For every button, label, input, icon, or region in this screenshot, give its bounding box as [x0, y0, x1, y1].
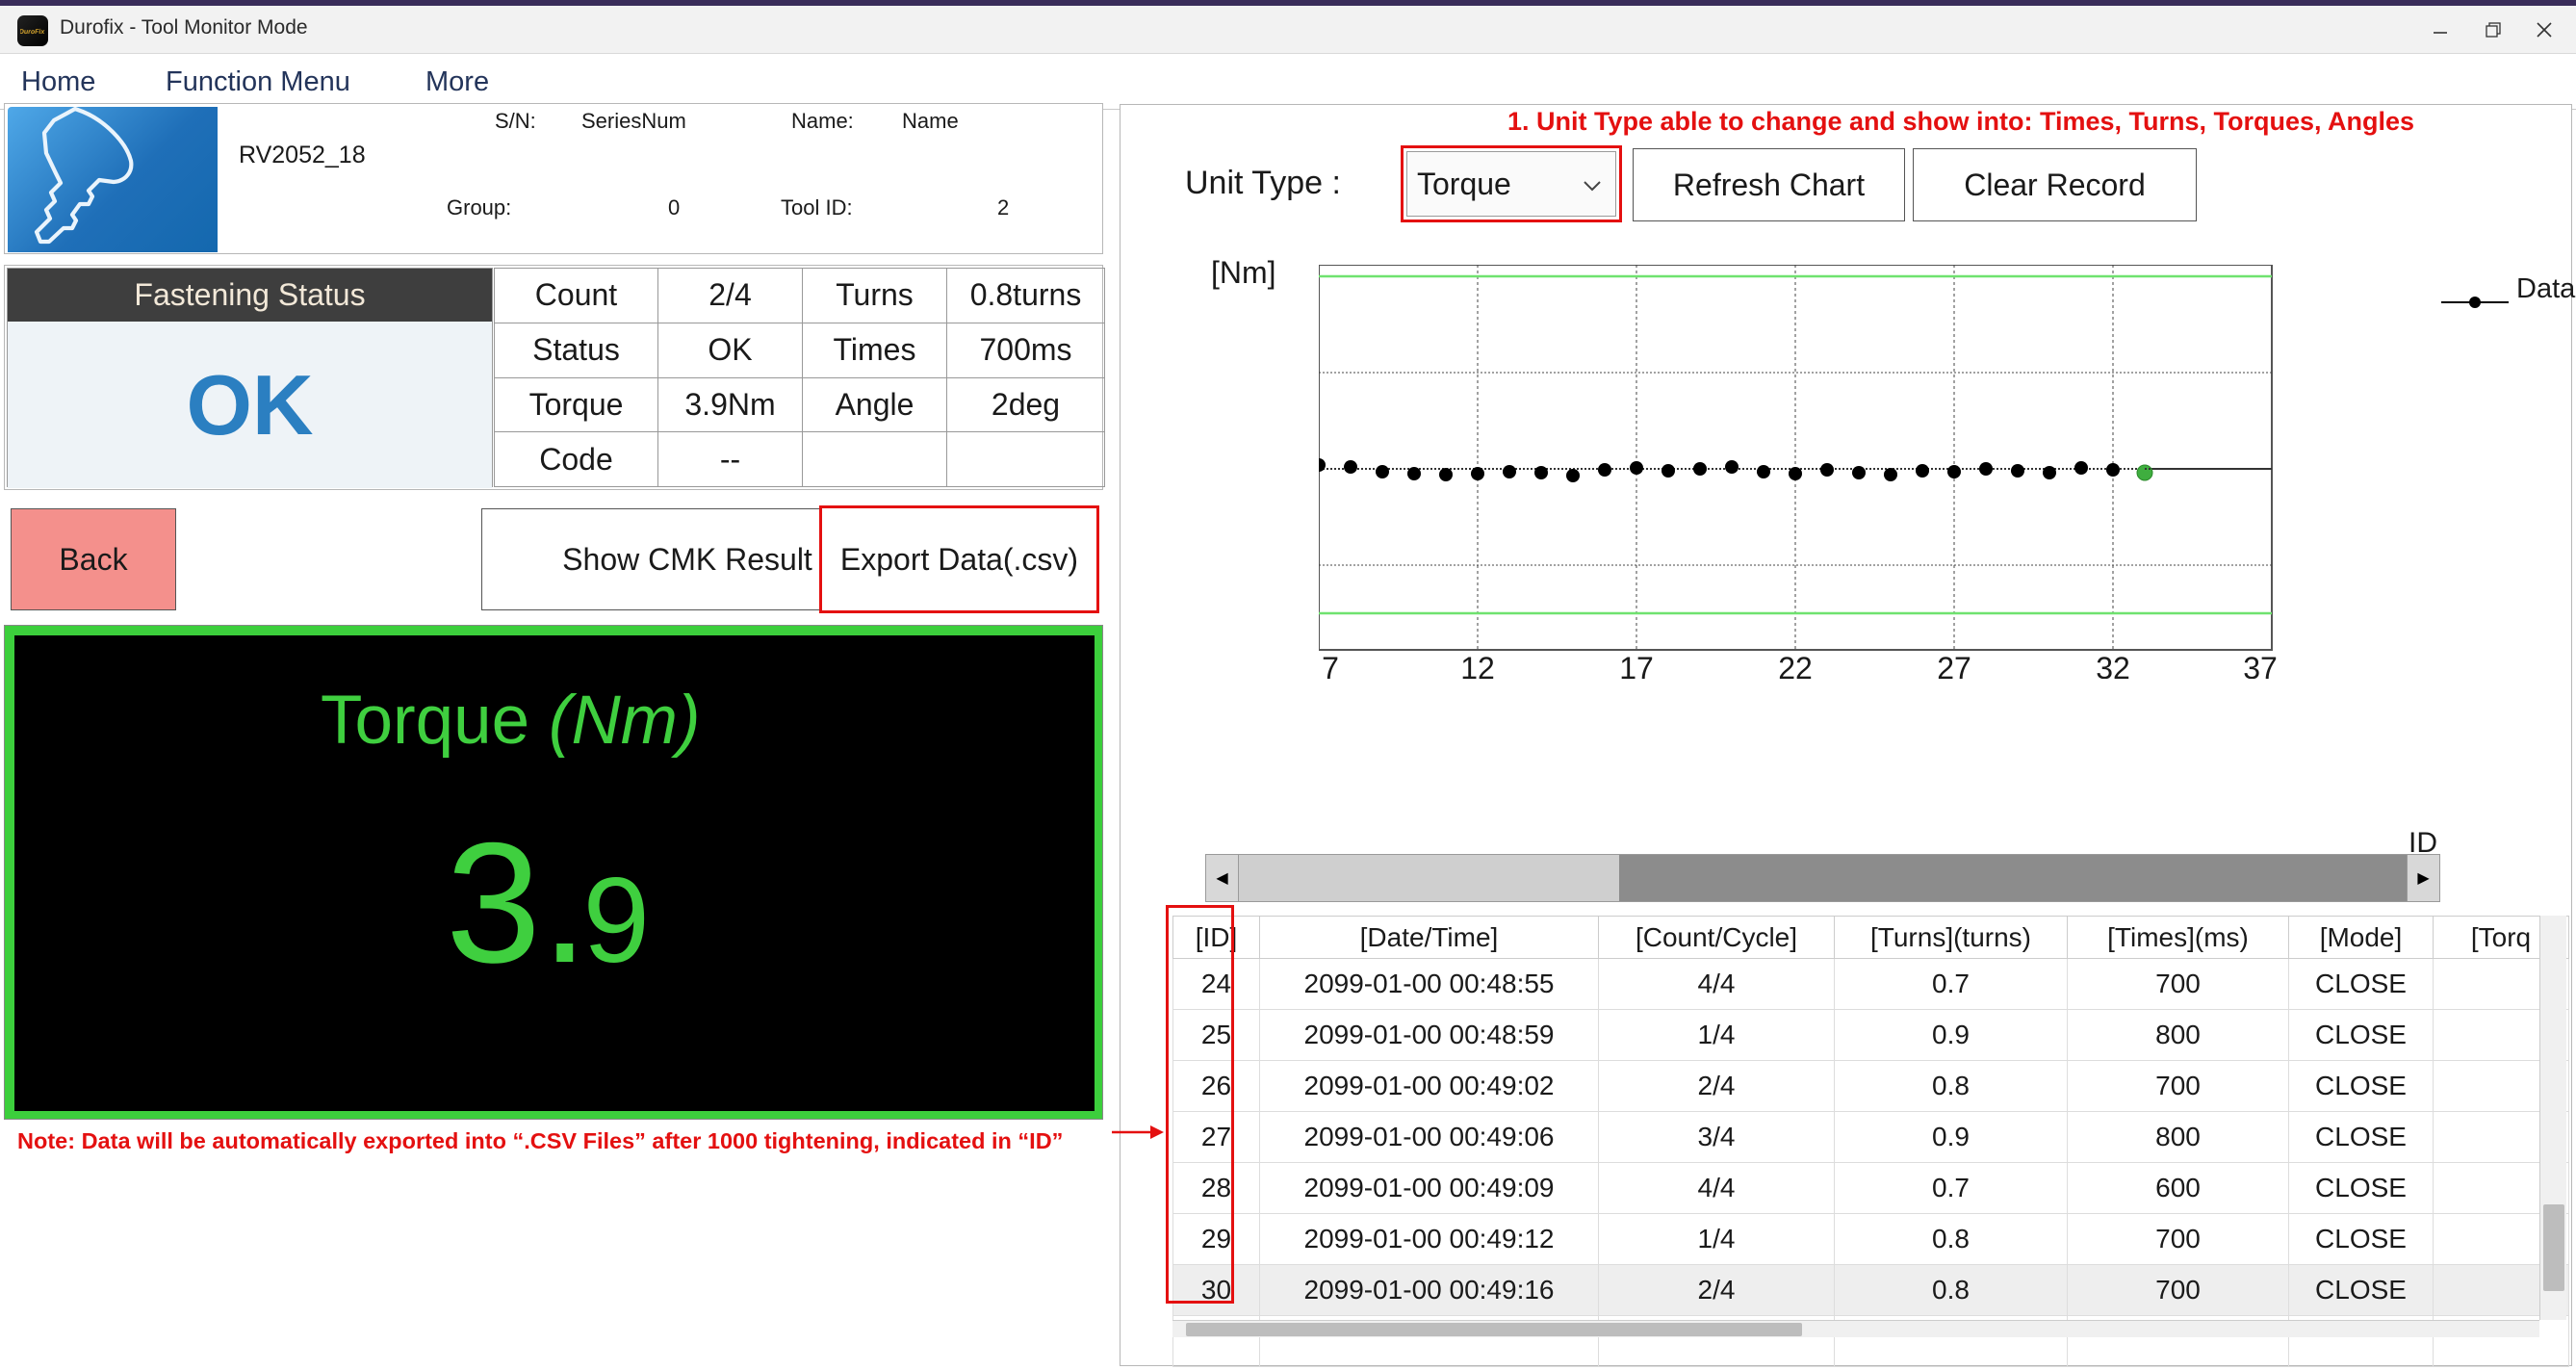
svg-text:32: 32 [2096, 651, 2130, 679]
svg-text:27: 27 [1937, 651, 1971, 679]
svg-text:7: 7 [1322, 651, 1339, 679]
svg-text:12: 12 [1460, 651, 1495, 679]
svg-text:37: 37 [2243, 651, 2278, 679]
svg-text:DuroFix: DuroFix [20, 29, 45, 36]
svg-text:22: 22 [1778, 651, 1813, 679]
svg-text:17: 17 [1619, 651, 1654, 679]
